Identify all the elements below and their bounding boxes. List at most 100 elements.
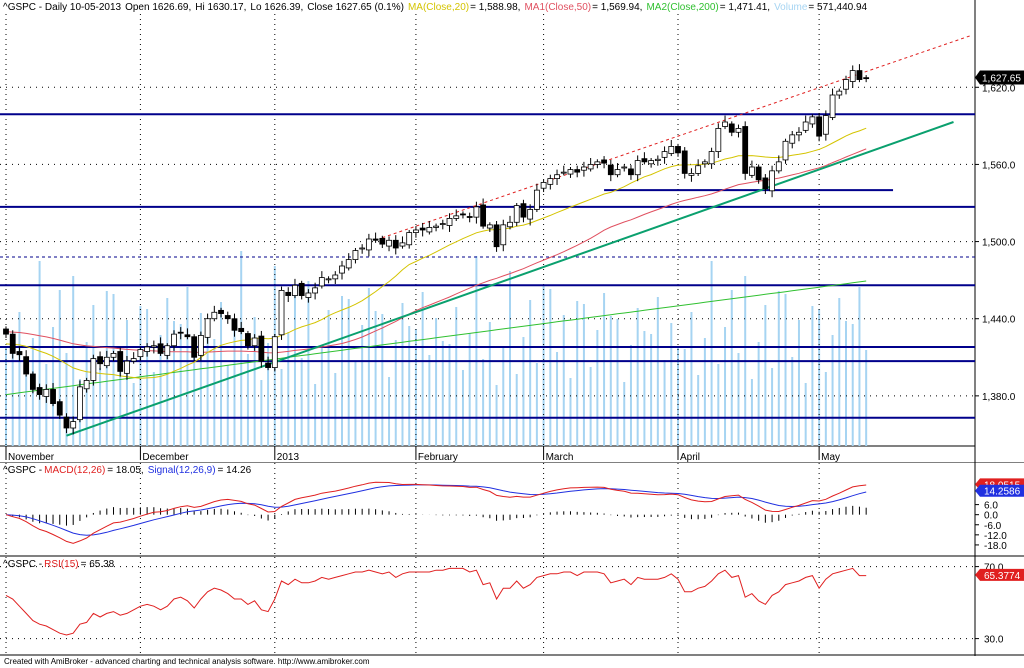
candle-body (695, 165, 702, 174)
candle-body (500, 224, 507, 246)
volume-bar (45, 364, 48, 446)
volume-bar (65, 353, 68, 446)
candle-body (466, 216, 473, 218)
volume-bar (488, 322, 491, 446)
candle-body (406, 232, 413, 246)
candle-body (305, 292, 312, 298)
price-pane[interactable]: 1,380.0 1,440.0 1,500.0 1,560.0 1,620.0 Novem… (0, 0, 1024, 463)
hi-label: Hi 1630.17, (195, 2, 247, 13)
volume-bar (771, 368, 774, 446)
volume-bar (186, 287, 189, 446)
candle-body (762, 177, 769, 190)
rsi-tick-label: 30.0 (984, 635, 1004, 646)
last-price-tag (975, 70, 1024, 85)
candle-body (23, 356, 30, 375)
volume-bar (616, 319, 619, 446)
rsi-symbol: ^GSPC - (3, 559, 43, 570)
candle-body (856, 70, 863, 80)
volume-bar (334, 373, 337, 446)
candle-body (359, 247, 366, 250)
candle-body (836, 90, 843, 96)
volume-bar (267, 343, 270, 446)
volume-bar (99, 368, 102, 446)
candle-body (204, 318, 211, 338)
rsi-pane[interactable]: 30.0 70.0 65.3774 ^GSPC - RSI(15) = 65.38 (0, 557, 1024, 656)
volume-bar (502, 348, 505, 446)
volume-bar (730, 290, 733, 446)
candle-body (513, 205, 520, 223)
candle-body (473, 206, 480, 218)
volume-bar (105, 291, 108, 446)
candle-body (715, 128, 722, 152)
candle-body (50, 389, 56, 404)
candle-body (224, 315, 231, 320)
ma50-legend: MA1(Close,50) (524, 2, 592, 13)
volume-bar (25, 375, 28, 446)
rsi-value: = 65.38 (80, 559, 115, 570)
candle-body (654, 158, 661, 161)
candle-body (150, 345, 157, 348)
candle-body (379, 237, 386, 245)
candle-body (63, 416, 70, 429)
volume-bar (220, 302, 223, 446)
candle-body (258, 335, 265, 362)
candle-body (77, 386, 83, 421)
volume-bar (179, 324, 182, 446)
volume-bar (690, 312, 693, 446)
candle-body (191, 336, 198, 358)
candle-body (426, 227, 433, 233)
candle-body (446, 218, 453, 226)
volume-bar (381, 314, 384, 446)
volume-bar (482, 359, 485, 446)
volume-bar (193, 350, 196, 446)
volume-bar (535, 363, 538, 446)
volume-bar (737, 353, 740, 446)
volume-bar (166, 298, 169, 446)
volume-bar (18, 312, 21, 446)
last-price-label: 1,627.65 (982, 73, 1021, 84)
candle-body (318, 277, 325, 287)
macd-value: = 18.05, (107, 465, 144, 476)
volume-bar (838, 298, 841, 446)
candle-body (601, 159, 607, 164)
volume-bar (125, 320, 128, 446)
candle-body (325, 278, 332, 281)
volume-bar (851, 324, 854, 446)
candle-body (177, 331, 184, 334)
macd-chart[interactable]: -18.0-12.0-6.00.06.018.051514.2586 (0, 463, 1024, 557)
close-label: Close 1627.65 (0.1%) (307, 2, 404, 13)
volume-bar (757, 342, 760, 446)
volume-bar (341, 296, 343, 446)
candle-body (43, 389, 50, 397)
price-chart[interactable]: 1,380.0 1,440.0 1,500.0 1,560.0 1,620.0 Novem… (0, 0, 1024, 463)
month-label: March (546, 452, 574, 463)
volume-bar (367, 288, 370, 446)
candle-body (56, 401, 63, 416)
volume-bar (401, 303, 404, 446)
candle-body (184, 334, 191, 338)
candle-body (809, 116, 816, 125)
price-tick-label: 1,560.0 (982, 160, 1016, 171)
volume-bar (562, 315, 565, 446)
candle-body (83, 380, 90, 390)
candle-body (554, 174, 560, 179)
volume-bar (428, 355, 431, 446)
volume-bar (314, 384, 317, 446)
price-tick-label: 1,440.0 (982, 315, 1016, 326)
volume-bar (354, 362, 357, 446)
candle-body (285, 291, 292, 296)
volume-bar (596, 330, 599, 446)
candle-body (372, 238, 379, 241)
candle-body (648, 160, 655, 165)
volume-bar (697, 375, 700, 446)
volume-bar (845, 321, 847, 446)
candle-body (560, 171, 567, 174)
volume-bar (609, 316, 612, 446)
candle-body (345, 259, 352, 269)
candle-body (171, 333, 177, 347)
macd-pane[interactable]: -18.0-12.0-6.00.06.018.051514.2586 ^GSPC… (0, 463, 1024, 557)
rsi-chart[interactable]: 30.0 70.065.3774 (0, 557, 1024, 656)
macd-legend: MACD(12,26) (44, 465, 106, 476)
candle-body (392, 239, 399, 249)
candle-body (527, 209, 534, 220)
